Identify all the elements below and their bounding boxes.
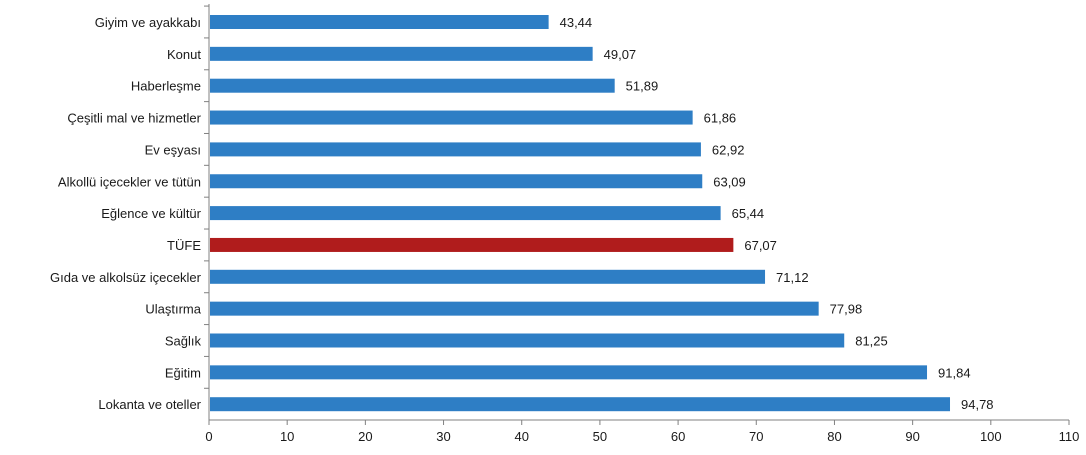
data-label: 51,89 <box>626 79 659 94</box>
bar <box>210 15 549 29</box>
bar <box>210 333 845 348</box>
category-label: Sağlık <box>165 334 202 349</box>
data-label: 43,44 <box>560 15 593 30</box>
category-label: Eğitim <box>165 365 201 380</box>
category-label: Ulaştırma <box>145 302 201 317</box>
x-tick-label: 60 <box>671 429 685 444</box>
bar-highlight <box>210 237 734 252</box>
bar <box>210 206 721 221</box>
x-tick-label: 10 <box>280 429 294 444</box>
data-label: 49,07 <box>604 47 637 62</box>
category-label: TÜFE <box>167 238 201 253</box>
bar <box>210 46 593 61</box>
data-label: 94,78 <box>961 397 994 412</box>
x-tick-label: 20 <box>358 429 372 444</box>
data-label: 77,98 <box>830 302 863 317</box>
x-tick-label: 0 <box>205 429 212 444</box>
x-tick-label: 110 <box>1059 429 1080 444</box>
data-label: 61,86 <box>704 111 737 126</box>
data-label: 62,92 <box>712 142 745 157</box>
data-label: 91,84 <box>938 365 971 380</box>
bar <box>210 365 928 380</box>
category-label: Konut <box>167 47 201 62</box>
bar <box>210 301 819 316</box>
data-label: 67,07 <box>744 238 777 253</box>
data-label: 71,12 <box>776 270 809 285</box>
category-label: Haberleşme <box>131 79 201 94</box>
category-label: Gıda ve alkolsüz içecekler <box>50 270 202 285</box>
data-label: 63,09 <box>713 174 746 189</box>
x-tick-label: 40 <box>514 429 528 444</box>
x-tick-label: 90 <box>905 429 919 444</box>
category-label: Lokanta ve oteller <box>98 397 201 412</box>
data-label: 81,25 <box>855 334 888 349</box>
x-tick-label: 30 <box>436 429 450 444</box>
x-tick-label: 70 <box>749 429 763 444</box>
category-label: Giyim ve ayakkabı <box>95 15 201 30</box>
data-label: 65,44 <box>732 206 765 221</box>
bar <box>210 78 615 93</box>
x-tick-label: 80 <box>827 429 841 444</box>
bar <box>210 142 701 157</box>
bar <box>210 174 703 189</box>
category-label: Çeşitli mal ve hizmetler <box>67 111 201 126</box>
x-tick-label: 100 <box>980 429 1002 444</box>
x-tick-label: 50 <box>593 429 607 444</box>
category-label: Ev eşyası <box>145 142 201 157</box>
bar <box>210 397 951 412</box>
bar <box>210 110 693 125</box>
category-label: Eğlence ve kültür <box>101 206 201 221</box>
bar <box>210 269 766 284</box>
category-label: Alkollü içecekler ve tütün <box>58 174 201 189</box>
